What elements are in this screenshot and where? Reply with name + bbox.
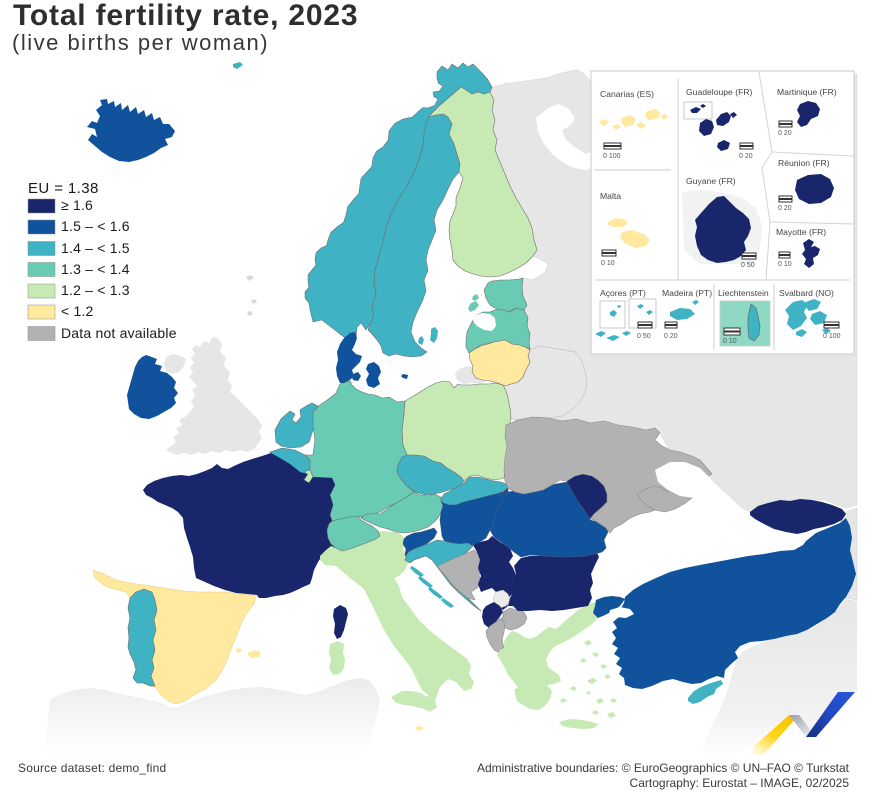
svg-text:Guadeloupe (FR): Guadeloupe (FR): [686, 87, 753, 97]
svg-text:(live births per woman): (live births per woman): [12, 30, 269, 55]
svg-text:0 100: 0 100: [603, 153, 621, 160]
svg-text:Madeira (PT): Madeira (PT): [662, 288, 712, 298]
svg-text:0 20: 0 20: [739, 153, 753, 160]
svg-text:Cartography: Eurostat – IMAGE,: Cartography: Eurostat – IMAGE, 02/2025: [630, 776, 850, 790]
svg-text:1.2 – < 1.3: 1.2 – < 1.3: [61, 282, 130, 298]
svg-text:0 20: 0 20: [778, 205, 792, 212]
svg-text:≥ 1.6: ≥ 1.6: [61, 197, 93, 213]
svg-text:1.4 – < 1.5: 1.4 – < 1.5: [61, 240, 130, 256]
svg-text:0 100: 0 100: [823, 333, 841, 340]
svg-text:Svalbard (NO): Svalbard (NO): [779, 288, 834, 298]
svg-text:Source dataset: demo_find: Source dataset: demo_find: [18, 761, 166, 775]
svg-text:0 10: 0 10: [723, 338, 737, 345]
svg-text:Guyane (FR): Guyane (FR): [686, 176, 736, 186]
svg-text:Total fertility rate, 2023: Total fertility rate, 2023: [13, 0, 358, 32]
svg-text:1.5 – < 1.6: 1.5 – < 1.6: [61, 218, 130, 234]
svg-text:0 10: 0 10: [601, 260, 615, 267]
svg-text:0 20: 0 20: [778, 130, 792, 137]
svg-text:0 20: 0 20: [664, 333, 678, 340]
svg-text:Mayotte (FR): Mayotte (FR): [776, 227, 826, 237]
svg-text:Liechtenstein: Liechtenstein: [718, 288, 769, 298]
svg-text:0 50: 0 50: [741, 262, 755, 269]
svg-text:0 50: 0 50: [637, 333, 651, 340]
svg-text:Malta: Malta: [600, 191, 621, 201]
svg-text:0 10: 0 10: [778, 261, 792, 268]
svg-text:Canarias (ES): Canarias (ES): [600, 89, 654, 99]
svg-text:Martinique (FR): Martinique (FR): [777, 87, 837, 97]
svg-text:EU = 1.38: EU = 1.38: [28, 180, 99, 197]
svg-text:Administrative boundaries: © E: Administrative boundaries: © EuroGeograp…: [477, 761, 850, 775]
svg-text:Data not available: Data not available: [61, 325, 177, 341]
svg-text:Réunion (FR): Réunion (FR): [778, 158, 830, 168]
svg-text:Açores (PT): Açores (PT): [600, 288, 646, 298]
svg-text:< 1.2: < 1.2: [61, 303, 94, 319]
svg-text:1.3 – < 1.4: 1.3 – < 1.4: [61, 261, 130, 277]
